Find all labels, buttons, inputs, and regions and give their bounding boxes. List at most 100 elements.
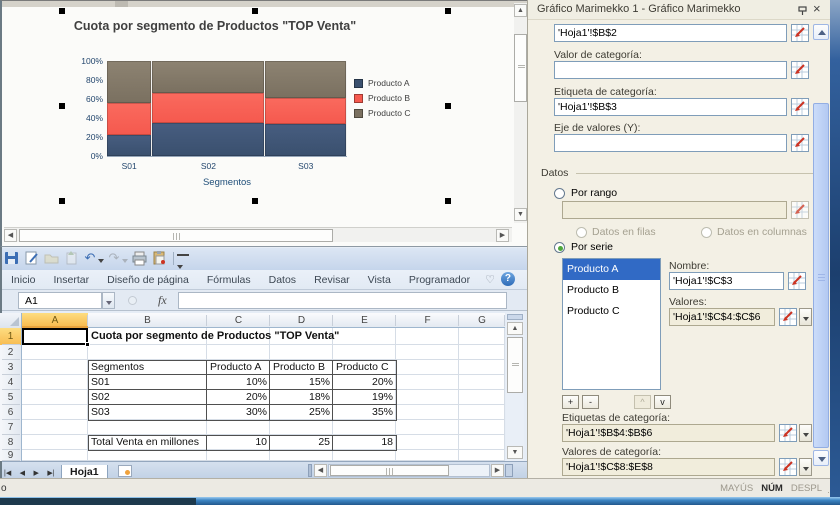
cell-B5[interactable]: S02 <box>91 391 110 403</box>
mekko-block-S01-ProductoC[interactable] <box>107 61 152 104</box>
nombre-input[interactable]: 'Hoja1'!$C$3 <box>669 272 784 290</box>
selection-handle[interactable] <box>252 8 258 14</box>
move-down-button[interactable]: v <box>654 395 671 409</box>
range-picker-icon[interactable] <box>779 458 797 476</box>
legend-swatch-ProductoA[interactable] <box>354 79 363 88</box>
qat-more-icon[interactable] <box>177 254 189 269</box>
cell-E5[interactable]: 19% <box>371 391 393 403</box>
prev-sheet-icon[interactable]: ◀ <box>19 470 26 477</box>
range-picker-icon[interactable] <box>788 272 806 290</box>
chart-vscrollbar[interactable]: ▲ ▼ <box>514 3 528 223</box>
print-icon[interactable] <box>131 250 149 267</box>
cell-E6[interactable]: 35% <box>371 406 393 418</box>
row-header-7[interactable]: 7 <box>7 422 14 433</box>
cell-C4[interactable]: 10% <box>245 376 267 388</box>
selection-handle[interactable] <box>252 198 258 204</box>
paste-special-icon[interactable] <box>151 250 169 267</box>
etiquetas-dropdown-icon[interactable] <box>799 424 812 442</box>
column-header-G[interactable]: G <box>478 315 486 326</box>
series-listbox[interactable]: Producto A Producto B Producto C <box>562 258 661 390</box>
cell-B6[interactable]: S03 <box>91 406 110 418</box>
chart-title[interactable]: Cuota por segmento de Productos "TOP Ven… <box>73 19 357 33</box>
selection-handle[interactable] <box>445 8 451 14</box>
mekko-block-S02-ProductoB[interactable] <box>152 92 265 123</box>
range-picker-icon[interactable] <box>791 61 809 79</box>
valor-categoria-input[interactable] <box>554 61 787 79</box>
fill-handle[interactable] <box>85 342 90 347</box>
cell-D3[interactable]: Producto B <box>273 361 325 373</box>
sheet-scroll-down-icon[interactable]: ▼ <box>507 446 523 459</box>
chart-hscroll-thumb[interactable] <box>19 229 333 242</box>
auto-hide-pin-icon[interactable] <box>797 4 809 16</box>
open-folder-icon[interactable] <box>43 250 61 267</box>
legend-swatch-ProductoB[interactable] <box>354 94 363 103</box>
row-header-8[interactable]: 8 <box>7 437 14 448</box>
name-box[interactable]: A1 <box>18 292 102 309</box>
insert-function-icon[interactable]: fx <box>158 293 167 307</box>
range-picker-icon[interactable] <box>779 308 797 326</box>
cell-E3[interactable]: Producto C <box>336 361 389 373</box>
edit-sheet-icon[interactable] <box>23 250 41 267</box>
panel-scroll-thumb[interactable] <box>813 103 829 448</box>
formula-input[interactable] <box>178 292 507 309</box>
cell-E8[interactable]: 18 <box>381 436 393 448</box>
range-picker-icon[interactable] <box>791 134 809 152</box>
chart-hscrollbar[interactable]: ◀ ▶ <box>4 227 512 242</box>
cell-D8[interactable]: 25 <box>318 436 330 448</box>
mekko-block-S03-ProductoA[interactable] <box>265 124 346 156</box>
series-list-item-producto-c[interactable]: Producto C <box>567 305 620 317</box>
cell-C3[interactable]: Producto A <box>210 361 262 373</box>
hscroll-left-icon[interactable]: ◀ <box>314 464 327 477</box>
selected-cell-A1[interactable] <box>22 328 88 345</box>
mekko-block-S02-ProductoA[interactable] <box>152 122 265 156</box>
row-header-4[interactable]: 4 <box>7 377 14 388</box>
cell-B8[interactable]: Total Venta en millones <box>91 436 199 448</box>
mekko-block-S03-ProductoC[interactable] <box>265 61 346 98</box>
panel-scroll-down-icon[interactable] <box>813 450 829 466</box>
range-picker-icon[interactable] <box>791 98 809 116</box>
selection-handle[interactable] <box>59 103 65 109</box>
series-list-item-producto-b[interactable]: Producto B <box>567 284 619 296</box>
row-header-9[interactable]: 9 <box>7 450 14 461</box>
cell-C8[interactable]: 10 <box>255 436 267 448</box>
column-header-C[interactable]: C <box>234 315 243 326</box>
row-header-3[interactable]: 3 <box>7 362 14 373</box>
por-rango-radio[interactable] <box>554 188 565 199</box>
column-header-B[interactable]: B <box>144 315 151 326</box>
etiqueta-categoria-input[interactable]: 'Hoja1'!$B$3 <box>554 98 787 116</box>
selection-handle[interactable] <box>59 8 65 14</box>
hscroll-split-box[interactable] <box>505 464 513 477</box>
eje-valores-input[interactable] <box>554 134 787 152</box>
series-list-item-producto-a[interactable]: Producto A <box>563 259 660 280</box>
cell-E4[interactable]: 20% <box>371 376 393 388</box>
ribbon-tab-insertar[interactable]: Insertar <box>53 274 90 286</box>
send-sheet-icon[interactable] <box>63 250 81 267</box>
valor-input[interactable]: 'Hoja1'!$B$2 <box>554 24 787 42</box>
mekko-block-S01-ProductoA[interactable] <box>107 134 152 156</box>
chart-vscroll-thumb[interactable] <box>514 34 527 102</box>
column-header-E[interactable]: E <box>361 315 368 326</box>
undo-icon[interactable]: ↶ <box>84 250 96 265</box>
vscroll-split-handle[interactable] <box>507 314 523 320</box>
ribbon-tab-inicio[interactable]: Inicio <box>11 274 36 286</box>
help-icon[interactable]: ? <box>500 271 515 286</box>
cell-C5[interactable]: 20% <box>245 391 267 403</box>
marimekko-chart[interactable]: Cuota por segmento de Productos "TOP Ven… <box>2 1 529 226</box>
column-header-D[interactable]: D <box>297 315 306 326</box>
scroll-down-icon[interactable]: ▼ <box>514 208 527 221</box>
panel-scroll-up-icon[interactable] <box>813 24 829 40</box>
scroll-up-icon[interactable]: ▲ <box>514 4 527 17</box>
select-all-corner[interactable] <box>0 313 22 328</box>
sheet-vscroll-thumb[interactable] <box>507 337 523 393</box>
redo-dropdown-icon[interactable] <box>122 250 130 267</box>
row-header-5[interactable]: 5 <box>7 392 14 403</box>
valores-cat-dropdown-icon[interactable] <box>799 458 812 476</box>
cell-D4[interactable]: 15% <box>308 376 330 388</box>
sheet-scroll-up-icon[interactable]: ▲ <box>507 322 523 335</box>
add-series-button[interactable]: + <box>562 395 579 409</box>
ribbon-tab-revisar[interactable]: Revisar <box>314 274 350 286</box>
close-icon[interactable]: × <box>813 1 821 16</box>
cell-B3[interactable]: Segmentos <box>91 361 145 373</box>
name-box-dropdown-icon[interactable] <box>102 292 115 309</box>
mekko-block-S01-ProductoB[interactable] <box>107 103 152 135</box>
